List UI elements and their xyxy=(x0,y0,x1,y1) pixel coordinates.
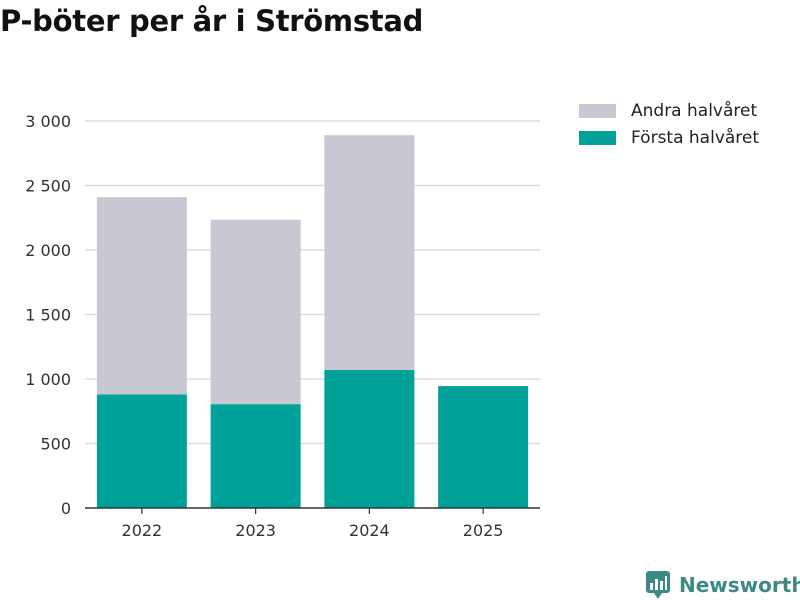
y-tick-label: 2 000 xyxy=(25,241,71,260)
bar-2022-andra[interactable] xyxy=(96,197,187,395)
legend-item-andra[interactable]: Andra halvåret xyxy=(579,97,759,124)
bar-2025-första[interactable] xyxy=(438,386,529,508)
y-tick-label: 500 xyxy=(40,435,71,454)
legend-swatch-andra xyxy=(579,103,616,118)
y-tick-label: 0 xyxy=(61,499,71,518)
bar-2024-första[interactable] xyxy=(324,369,415,508)
x-tick-label: 2022 xyxy=(122,521,163,540)
x-tick-label: 2024 xyxy=(349,521,390,540)
y-axis: 0 500 1 000 1 500 2 000 2 500 3 000 xyxy=(25,112,71,518)
legend-swatch-forsta xyxy=(579,130,616,145)
brand-label: Newsworthy xyxy=(679,573,800,597)
x-axis: 2022 2023 2024 2025 xyxy=(85,507,540,540)
y-tick-label: 3 000 xyxy=(25,112,71,131)
legend-item-forsta[interactable]: Första halvåret xyxy=(579,124,759,151)
y-tick-label: 1 500 xyxy=(25,306,71,325)
newsworthy-logo-icon xyxy=(646,571,670,599)
bar-2024-andra[interactable] xyxy=(324,135,415,370)
bars xyxy=(96,135,529,508)
x-tick-label: 2023 xyxy=(235,521,276,540)
legend: Andra halvåret Första halvåret xyxy=(579,97,759,151)
bar-2023-andra[interactable] xyxy=(210,219,301,405)
legend-label-andra: Andra halvåret xyxy=(631,100,758,121)
y-tick-label: 1 000 xyxy=(25,370,71,389)
x-tick-label: 2025 xyxy=(463,521,504,540)
chart-title: P-böter per år i Strömstad xyxy=(0,4,424,38)
bar-2022-första[interactable] xyxy=(96,394,187,508)
bar-2023-första[interactable] xyxy=(210,404,301,508)
y-tick-label: 2 500 xyxy=(25,177,71,196)
legend-label-forsta: Första halvåret xyxy=(631,127,760,148)
newsworthy-branding[interactable]: Newsworthy xyxy=(645,570,800,600)
